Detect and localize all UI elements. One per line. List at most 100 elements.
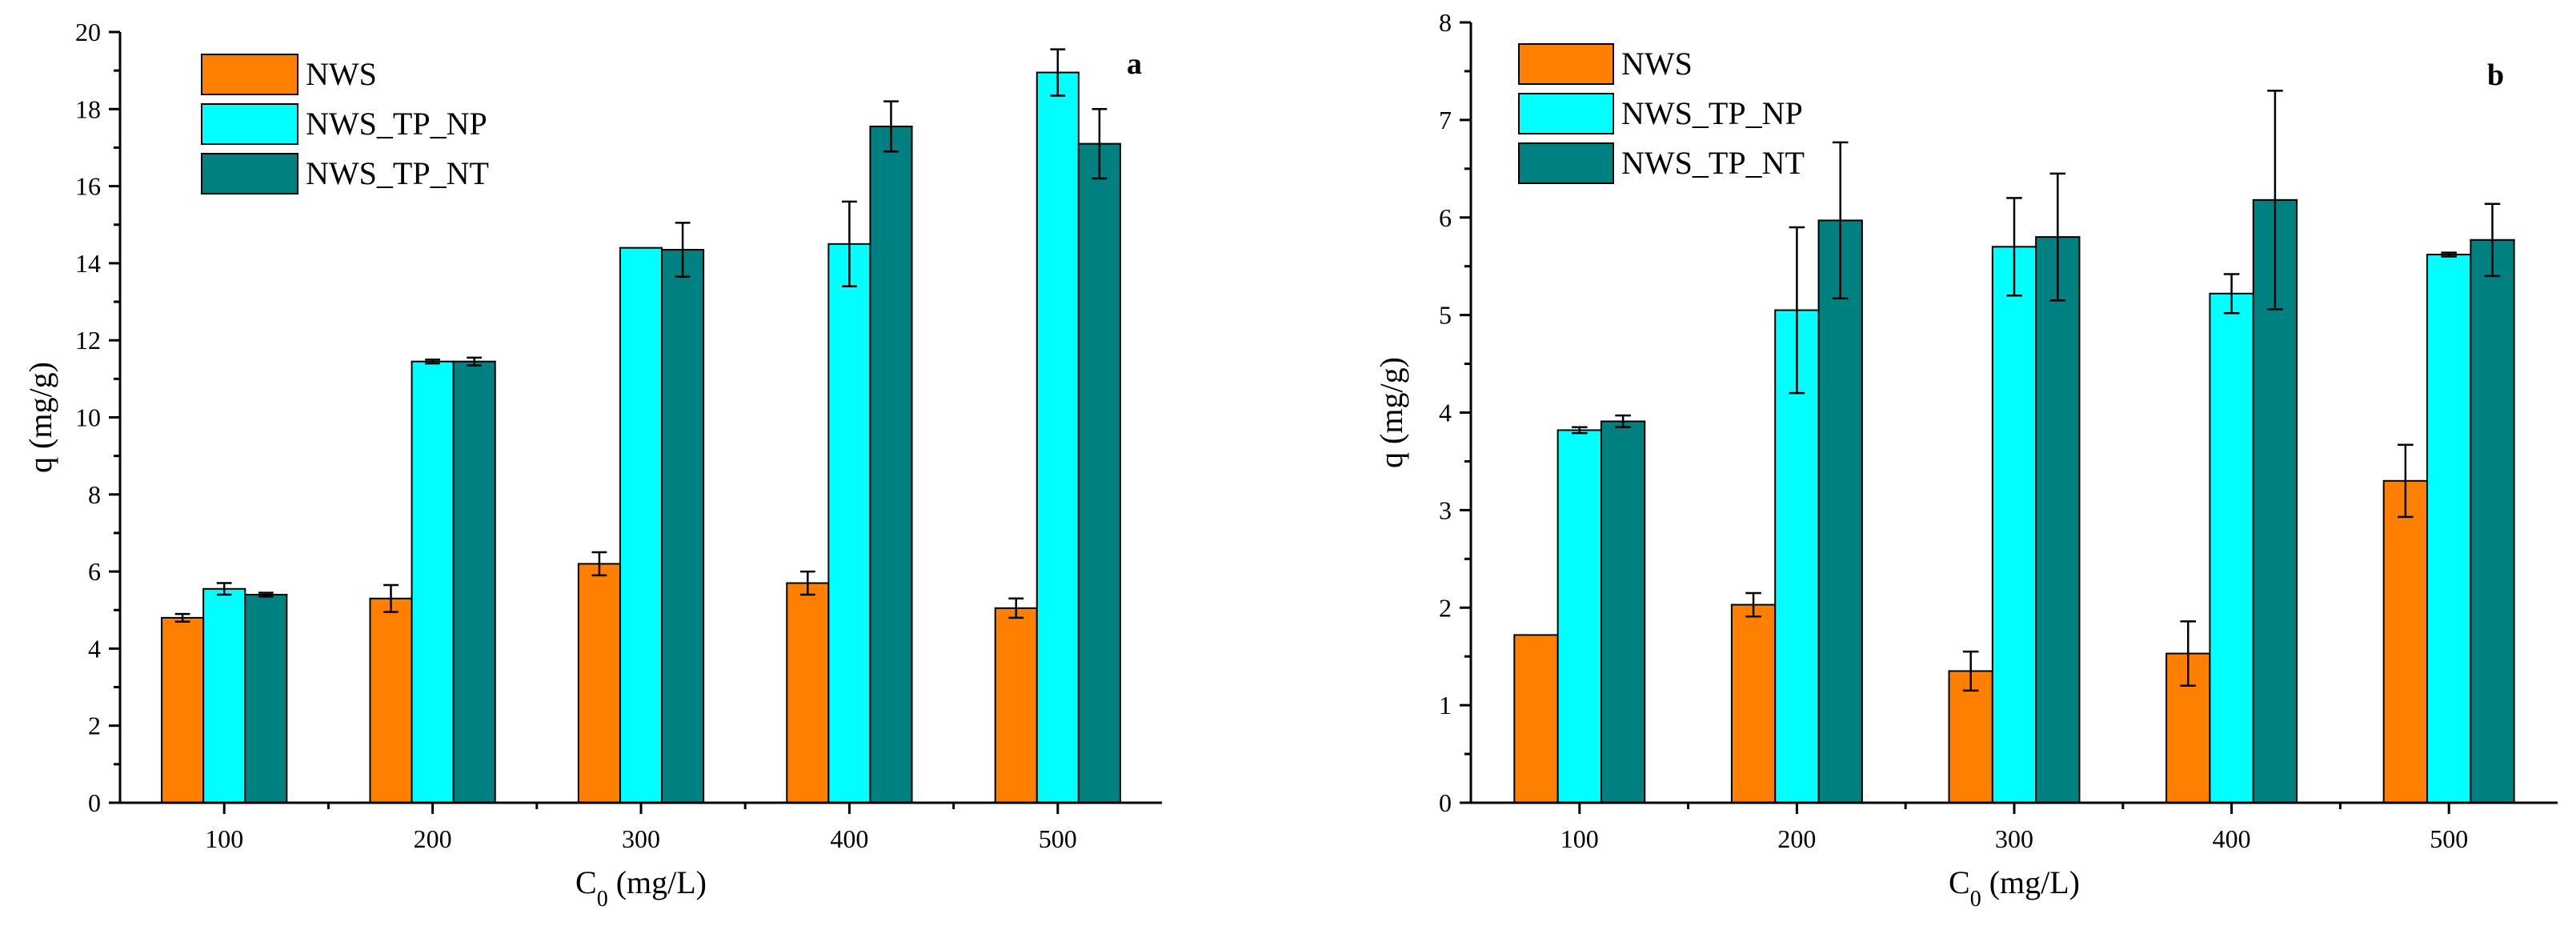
y-tick-label: 10 [75,403,101,432]
bar-nws-200 [1730,603,1777,804]
error-bar-nws-500 [1008,597,1024,619]
error-bar-nws-tp-nt-400 [2267,90,2283,311]
legend-swatch-nws-tp-np [201,103,298,145]
y-tick-label: 6 [88,557,101,586]
x-tick-label: 300 [622,824,660,853]
legend-swatch-nws [1518,43,1614,85]
bar-nws-tp-nt-200 [1817,219,1863,804]
bar-nws-100 [161,616,205,804]
error-bar-nws-400 [2180,620,2197,687]
y-tick-label: 5 [1439,301,1452,330]
error-bar-nws-tp-nt-200 [1832,141,1849,300]
error-bar-nws-tp-nt-100 [1615,414,1631,429]
x-tick-label: 500 [2430,824,2468,853]
y-axis-title: q (mg/g) [22,362,58,473]
bar-nws-tp-nt-400 [869,125,913,804]
bar-nws-tp-np-100 [1556,429,1602,804]
legend-swatch-nws [201,54,298,95]
chart-panel-a: 0 2 4 6 8 10 12 14 16 18 20 100 200 300 400 500 q (mg/g)… [22,18,1162,912]
error-bar-nws-400 [799,570,815,596]
bar-nws-tp-np-500 [2426,254,2472,804]
error-bar-nws-300 [591,551,607,577]
bar-nws-tp-np-400 [827,243,871,804]
y-tick-label: 1 [1439,691,1452,720]
error-bar-nws-tp-nt-200 [467,356,483,367]
y-tick-label: 4 [88,634,101,663]
y-tick-label: 12 [75,326,101,355]
error-bar-nws-tp-np-200 [1789,226,1805,395]
bar-nws-tp-np-300 [1991,246,2037,804]
legend-swatch-nws-tp-nt [201,153,298,194]
legend-label-nws-tp-np: NWS_TP_NP [1621,95,1803,131]
bar-nws-tp-nt-300 [661,249,705,804]
x-axis-title-unit: (mg/L) [608,864,707,900]
x-axis-title-main: C [1949,864,1970,900]
x-axis-title: C0 (mg/L) [1949,864,2080,912]
legend-label-nws: NWS [1621,46,1693,82]
y-tick-label: 0 [1439,788,1452,817]
bar-nws-tp-np-400 [2209,292,2254,804]
error-bar-nws-tp-nt-400 [883,100,899,153]
error-bar-nws-tp-np-500 [1050,48,1066,97]
x-axis-title-subscript: 0 [1970,887,1981,912]
y-tick-label: 8 [1439,8,1452,37]
error-bar-nws-tp-nt-500 [1092,108,1108,180]
chart-panel-b: 0 1 2 3 4 5 6 7 8 100 200 300 400 500 q (mg/g) C0 (mg/L… [1373,8,2558,912]
y-tick-label: 2 [88,712,101,740]
y-tick-label: 4 [1439,399,1452,427]
bar-nws-400 [786,582,830,804]
y-tick-label: 6 [1439,203,1452,232]
y-axis-title: q (mg/g) [1373,357,1409,468]
error-bar-nws-tp-np-400 [842,200,857,288]
error-bar-nws-100 [174,612,190,623]
bar-nws-tp-np-500 [1036,71,1080,804]
y-tick-label: 16 [75,172,101,201]
error-bar-nws-tp-np-300 [2006,197,2022,297]
bar-nws-500 [994,607,1038,804]
error-bar-nws-tp-nt-300 [675,222,691,279]
bar-nws-tp-nt-100 [244,593,288,804]
x-tick-label: 100 [205,824,243,853]
panel-label: b [2487,58,2504,92]
error-bar-nws-tp-nt-100 [258,591,274,598]
error-bar-nws-tp-nt-500 [2484,202,2501,278]
x-tick-label: 300 [1995,824,2033,853]
x-tick-label: 100 [1560,824,1599,853]
error-bar-nws-tp-np-500 [2441,251,2457,258]
bar-nws-tp-nt-500 [1077,142,1121,804]
legend-swatch-nws-tp-nt [1518,142,1614,184]
x-tick-label: 200 [414,824,452,853]
x-tick-label: 200 [1777,824,1816,853]
y-tick-label: 3 [1439,495,1452,524]
bar-nws-tp-nt-300 [2035,236,2081,804]
bar-nws-tp-nt-200 [452,360,496,804]
legend-label-nws-tp-np: NWS_TP_NP [306,106,487,142]
x-axis-title: C0 (mg/L) [575,864,707,912]
y-tick-label: 20 [75,18,101,46]
legend-label-nws: NWS [306,56,377,92]
bar-nws-tp-nt-100 [1600,420,1646,804]
error-bar-nws-200 [383,583,399,613]
panel-label: a [1127,47,1142,81]
bar-nws-200 [369,597,413,804]
y-tick-label: 8 [88,480,101,509]
bar-nws-tp-nt-500 [2470,239,2515,804]
error-bar-nws-300 [1962,650,1979,692]
x-tick-label: 400 [2213,824,2251,853]
legend-label-nws-tp-nt: NWS_TP_NT [1621,145,1805,181]
error-bar-nws-tp-np-200 [425,359,440,365]
x-axis-title-main: C [575,864,597,900]
x-tick-label: 500 [1039,824,1077,853]
y-tick-label: 7 [1439,106,1452,134]
error-bar-nws-200 [1745,591,1761,618]
bar-nws-tp-np-200 [411,360,455,804]
x-tick-label: 400 [830,824,868,853]
y-tick-label: 2 [1439,593,1452,622]
error-bar-nws-tp-np-100 [216,582,232,596]
legend-label-nws-tp-nt: NWS_TP_NT [306,155,489,191]
error-bar-nws-tp-np-400 [2223,273,2240,315]
error-bar-nws-500 [2398,443,2414,519]
bar-nws-300 [577,563,621,804]
legend: NWS NWS_TP_NP NWS_TP_NT [1518,43,1805,184]
